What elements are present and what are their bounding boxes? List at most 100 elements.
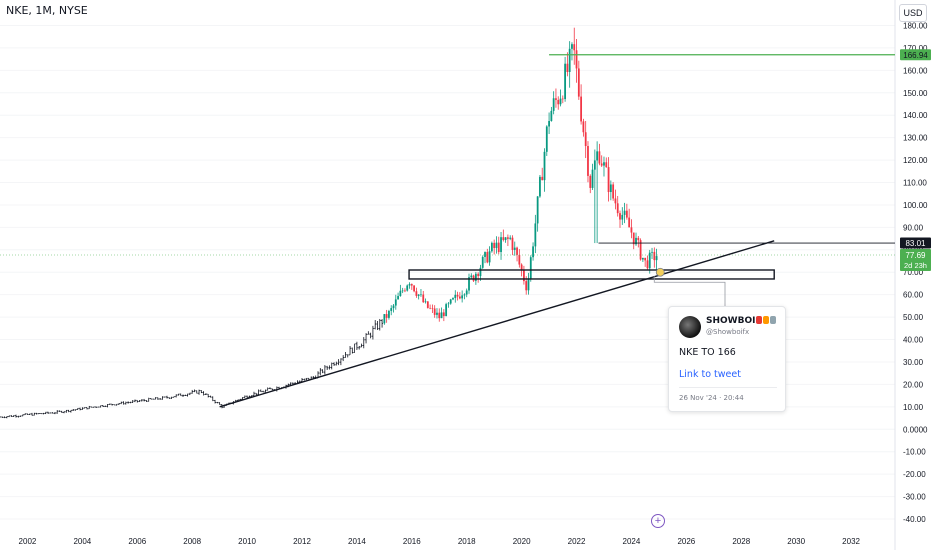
- price-bar: [83, 407, 86, 409]
- price-bar: [344, 351, 347, 358]
- price-bar: [319, 368, 322, 376]
- price-bar: [200, 390, 203, 394]
- price-bar: [600, 155, 603, 167]
- price-bar: [431, 304, 434, 314]
- add-plus-icon[interactable]: +: [651, 514, 665, 528]
- x-tick-label: 2004: [73, 537, 91, 546]
- price-bar: [426, 301, 429, 309]
- price-bar: [513, 241, 516, 256]
- price-bar: [268, 387, 271, 390]
- price-bar: [637, 236, 640, 248]
- price-bar: [449, 298, 452, 305]
- price-bar: [541, 167, 544, 181]
- price-bar: [175, 394, 178, 398]
- price-bar: [161, 396, 164, 400]
- price-bar: [47, 411, 50, 414]
- y-tick-label: -30.00: [903, 493, 926, 502]
- price-bar: [204, 393, 207, 395]
- tweet-link[interactable]: Link to tweet: [679, 369, 741, 380]
- divider: [679, 387, 777, 388]
- price-bar: [202, 391, 205, 396]
- price-bar: [0, 416, 1, 418]
- price-bar: [152, 398, 155, 400]
- price-bar: [145, 400, 148, 402]
- price-bar: [33, 412, 36, 416]
- price-bar: [619, 210, 621, 228]
- price-bar: [603, 156, 605, 177]
- price-bar: [44, 411, 47, 415]
- y-tick-label: 70.00: [903, 268, 924, 277]
- x-tick-label: 2028: [732, 537, 750, 546]
- price-bar: [545, 125, 548, 156]
- price-bar: [131, 400, 134, 403]
- price-bar: [191, 389, 194, 394]
- price-axis: 180.00 170.00 160.00 150.00 140.00 130.00 120.…: [894, 0, 928, 550]
- x-tick-label: 2018: [458, 537, 476, 546]
- chart-grid: [0, 24, 895, 520]
- price-bar: [596, 141, 599, 244]
- price-bar: [56, 410, 59, 414]
- price-bar: [509, 235, 512, 241]
- price-bar: [490, 241, 493, 253]
- x-tick-label: 2008: [183, 537, 201, 546]
- price-bar: [113, 404, 116, 406]
- price-bar: [605, 157, 608, 168]
- price-bar: [630, 219, 633, 239]
- price-bar: [429, 304, 432, 310]
- price-bar: [140, 399, 143, 402]
- price-bar: [129, 401, 132, 404]
- price-bar: [577, 60, 580, 100]
- y-tick-label: -20.00: [903, 470, 926, 479]
- symbol-title[interactable]: NKE, 1M, NYSE: [6, 4, 88, 17]
- price-bar: [470, 273, 473, 280]
- price-bar: [248, 395, 251, 398]
- price-bar: [511, 235, 514, 256]
- currency-button[interactable]: USD: [899, 4, 927, 22]
- price-bar: [67, 409, 70, 413]
- price-bar: [163, 396, 166, 398]
- price-bar: [108, 403, 111, 405]
- price-bar: [548, 112, 550, 134]
- price-bar: [362, 337, 365, 349]
- price-bar: [566, 52, 569, 77]
- price-bar: [518, 249, 521, 268]
- price-bar: [436, 308, 438, 319]
- price-bar: [35, 412, 38, 415]
- price-bar: [463, 293, 466, 300]
- price-bar: [266, 387, 269, 391]
- price-bar: [422, 290, 425, 303]
- price-bar: [568, 41, 571, 88]
- price-bar: [337, 359, 340, 366]
- tweet-date: 26 Nov '24 · 20:44: [679, 394, 744, 402]
- devil-emoji-icon: [756, 316, 763, 324]
- price-bar: [243, 395, 246, 398]
- y-tick-label: 130.00: [903, 134, 928, 143]
- price-bar: [106, 404, 109, 408]
- price-bar: [552, 91, 555, 115]
- tweet-card[interactable]: SHOWBOI @Showboifx NKE TO 166 Link to tw…: [668, 306, 786, 412]
- price-bar: [561, 95, 564, 104]
- price-bar: [69, 409, 72, 413]
- price-bar: [353, 343, 356, 353]
- price-bar: [37, 413, 40, 415]
- y-tick-label: 90.00: [903, 223, 924, 232]
- price-bar: [516, 246, 518, 262]
- price-bar: [635, 232, 637, 246]
- price-bar: [529, 255, 532, 282]
- price-bar: [182, 394, 185, 398]
- price-bar: [420, 289, 422, 297]
- price-bar: [193, 389, 196, 393]
- price-bar: [1, 416, 4, 418]
- price-bar: [8, 415, 11, 418]
- price-bar: [374, 320, 377, 330]
- svg-text:166.94: 166.94: [903, 51, 928, 60]
- price-bar: [156, 397, 159, 400]
- y-tick-label: -10.00: [903, 448, 926, 457]
- price-bar: [124, 401, 127, 405]
- price-bar: [385, 309, 388, 323]
- price-bar: [397, 292, 399, 300]
- x-tick-label: 2022: [568, 537, 586, 546]
- price-bar: [401, 287, 404, 294]
- price-bar: [257, 389, 260, 396]
